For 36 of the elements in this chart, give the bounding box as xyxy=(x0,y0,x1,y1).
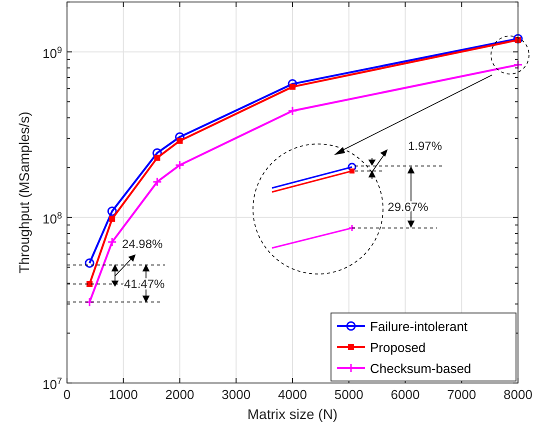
annotation: 24.98% xyxy=(122,237,164,251)
point xyxy=(84,258,94,268)
x-tick-label: 4000 xyxy=(278,387,307,402)
y-tick-label: 10$^{9}$ xyxy=(42,44,62,61)
point xyxy=(84,297,94,307)
point xyxy=(86,281,93,288)
point xyxy=(290,84,296,90)
y-tick-label: 10$^{8}$ xyxy=(42,210,62,226)
x-tick-label: 2000 xyxy=(165,387,194,402)
x-tick-label: 0 xyxy=(63,387,71,402)
point xyxy=(288,106,298,116)
point xyxy=(513,34,523,44)
x-tick-label: 5000 xyxy=(334,387,364,402)
point xyxy=(152,148,162,158)
x-tick-label: 7000 xyxy=(447,387,476,402)
x-tick-label: 1000 xyxy=(108,387,138,402)
point xyxy=(288,79,298,89)
x-axis-title: Matrix size (N) xyxy=(247,406,338,422)
point xyxy=(176,138,183,144)
point xyxy=(513,60,523,70)
y-tick-label: 10$^{7}$ xyxy=(42,376,62,392)
legend-label: Failure-intolerant xyxy=(370,319,468,334)
x-tick-label: 3000 xyxy=(222,387,251,402)
legend-label: Proposed xyxy=(370,340,426,355)
point xyxy=(109,216,116,222)
point xyxy=(175,132,184,142)
point xyxy=(107,237,117,247)
annotation: 1.97% xyxy=(408,139,442,153)
point xyxy=(154,154,160,161)
point xyxy=(175,160,184,170)
legend-label: Checksum-based xyxy=(370,361,472,376)
point xyxy=(107,206,117,216)
point xyxy=(152,177,162,187)
x-tick-label: 8000 xyxy=(504,387,532,402)
x-tick-label: 6000 xyxy=(390,387,420,402)
y-axis-title: Throughput (MSamples/s) xyxy=(16,112,32,274)
